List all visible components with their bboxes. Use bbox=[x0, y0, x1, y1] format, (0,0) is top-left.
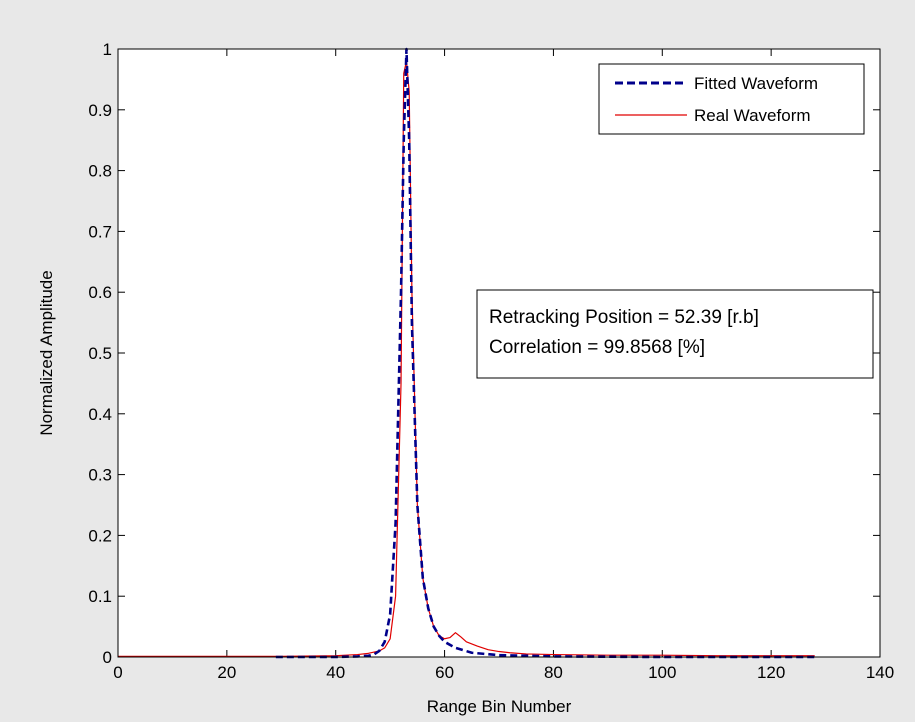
x-tick-label: 140 bbox=[866, 663, 894, 682]
retracking-annotation: Retracking Position = 52.39 [r.b] Correl… bbox=[476, 289, 874, 379]
y-axis-label: Normalized Amplitude bbox=[37, 270, 56, 435]
y-tick-label: 0.5 bbox=[88, 344, 112, 363]
tick-labels: 0 20 40 60 80 100 120 140 0 0.1 0.2 0.3 0.4 0.5 0.6 0.7… bbox=[88, 40, 894, 682]
x-tick-label: 60 bbox=[435, 663, 454, 682]
y-tick-label: 0.4 bbox=[88, 405, 112, 424]
legend: Fitted Waveform Real Waveform bbox=[598, 63, 865, 135]
series-line-fitted-waveform bbox=[275, 47, 815, 659]
legend-label-real-waveform: Real Waveform bbox=[694, 106, 811, 125]
y-tick-label: 0.3 bbox=[88, 466, 112, 485]
annotation-retracking-position: Retracking Position = 52.39 [r.b] bbox=[489, 307, 759, 328]
x-tick-label: 100 bbox=[648, 663, 676, 682]
x-tick-label: 0 bbox=[113, 663, 122, 682]
x-axis-label: Range Bin Number bbox=[427, 697, 572, 716]
axes-frame bbox=[117, 48, 881, 658]
y-tick-label: 0.6 bbox=[88, 283, 112, 302]
y-tick-label: 0.9 bbox=[88, 101, 112, 120]
legend-box bbox=[598, 63, 865, 135]
x-tick-label: 120 bbox=[757, 663, 785, 682]
y-tick-label: 0.1 bbox=[88, 587, 112, 606]
y-tick-label: 0.2 bbox=[88, 526, 112, 545]
series-lines bbox=[118, 47, 815, 659]
y-tick-label: 1 bbox=[103, 40, 112, 59]
x-tick-label: 20 bbox=[217, 663, 236, 682]
annotation-box bbox=[476, 289, 874, 379]
annotation-correlation: Correlation = 99.8568 [%] bbox=[489, 337, 705, 358]
x-tick-label: 80 bbox=[544, 663, 563, 682]
legend-label-fitted-waveform: Fitted Waveform bbox=[694, 74, 818, 93]
y-tick-label: 0 bbox=[103, 648, 112, 667]
x-tick-label: 40 bbox=[326, 663, 345, 682]
y-tick-label: 0.7 bbox=[88, 222, 112, 241]
y-tick-label: 0.8 bbox=[88, 162, 112, 181]
